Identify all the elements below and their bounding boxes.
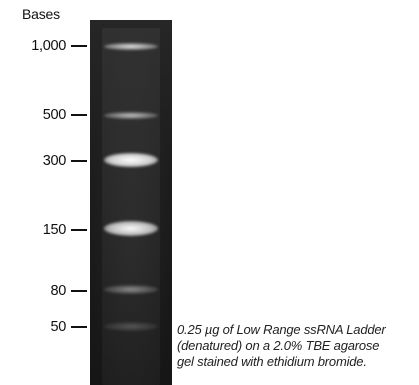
band-50 [104, 322, 158, 331]
band-300 [104, 153, 158, 167]
marker-label-150: 150 [42, 222, 67, 238]
marker-label-300: 300 [42, 153, 67, 169]
marker-150: 150 [0, 221, 87, 239]
marker-tick [71, 160, 87, 162]
marker-label-80: 80 [50, 283, 66, 299]
marker-label-1000: 1,000 [31, 38, 66, 54]
marker-500: 500 [0, 106, 87, 124]
marker-label-50: 50 [50, 319, 66, 335]
marker-tick [71, 229, 87, 231]
marker-1000: 1,000 [0, 37, 87, 55]
marker-label-500: 500 [42, 107, 67, 123]
gel-caption: 0.25 µg of Low Range ssRNA Ladder (denat… [177, 322, 417, 370]
marker-300: 300 [0, 152, 87, 170]
band-80 [104, 285, 158, 294]
marker-50: 50 [0, 318, 87, 336]
marker-tick [71, 45, 87, 47]
marker-tick [71, 326, 87, 328]
caption-line: gel stained with ethidium bromide. [177, 354, 367, 369]
gel-image [90, 20, 172, 385]
marker-tick [71, 114, 87, 116]
caption-line: (denatured) on a 2.0% TBE agarose [177, 338, 380, 353]
band-500 [104, 112, 158, 119]
axis-title-bases: Bases [22, 6, 60, 22]
caption-line: 0.25 µg of Low Range ssRNA Ladder [177, 322, 386, 337]
gel-lane [102, 28, 160, 385]
band-150 [104, 221, 158, 236]
marker-80: 80 [0, 282, 87, 300]
marker-tick [71, 290, 87, 292]
band-1000 [104, 43, 158, 50]
